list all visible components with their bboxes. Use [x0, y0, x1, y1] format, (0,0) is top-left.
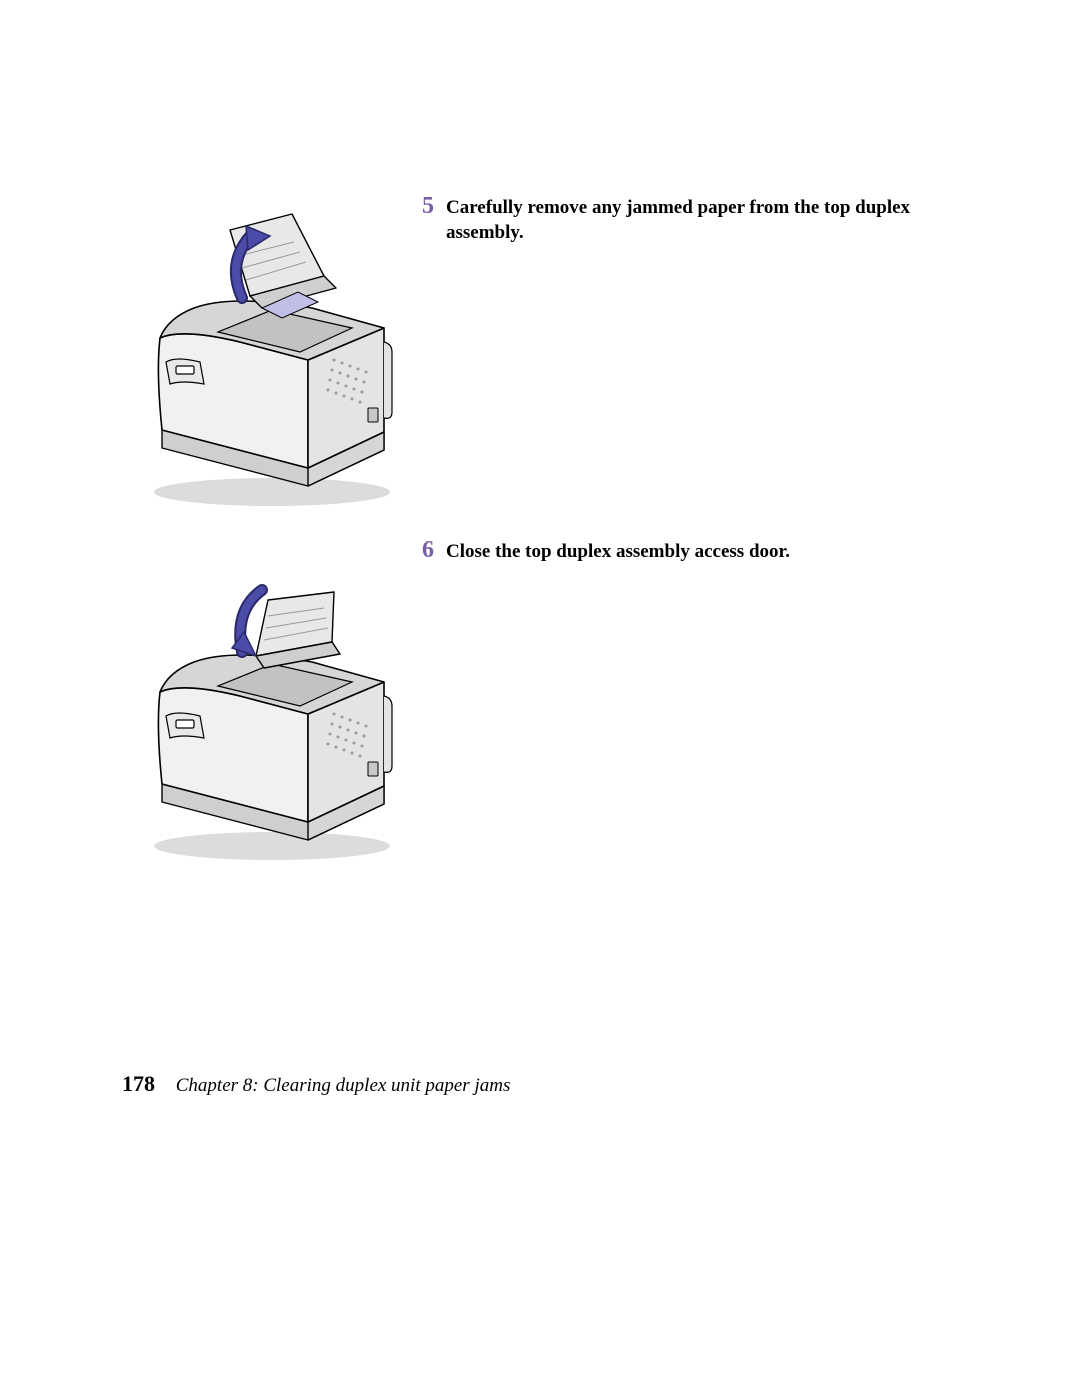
printer-open-door-drawing: [122, 210, 418, 510]
page-footer: 178 Chapter 8: Clearing duplex unit pape…: [122, 1071, 510, 1097]
illustration-step-5: [122, 210, 418, 510]
illustration-step-6: [122, 556, 418, 864]
step-text: Carefully remove any jammed paper from t…: [446, 196, 960, 245]
document-page: 5 Carefully remove any jammed paper from…: [0, 0, 1080, 1397]
step-number: 6: [422, 537, 434, 564]
step-5: 5 Carefully remove any jammed paper from…: [446, 196, 960, 245]
page-number: 178: [122, 1071, 155, 1096]
chapter-title: Chapter 8: Clearing duplex unit paper ja…: [176, 1075, 511, 1096]
step-6: 6 Close the top duplex assembly access d…: [446, 540, 960, 565]
step-number: 5: [422, 193, 434, 220]
step-text: Close the top duplex assembly access doo…: [446, 540, 960, 565]
printer-close-door-drawing: [122, 556, 418, 864]
